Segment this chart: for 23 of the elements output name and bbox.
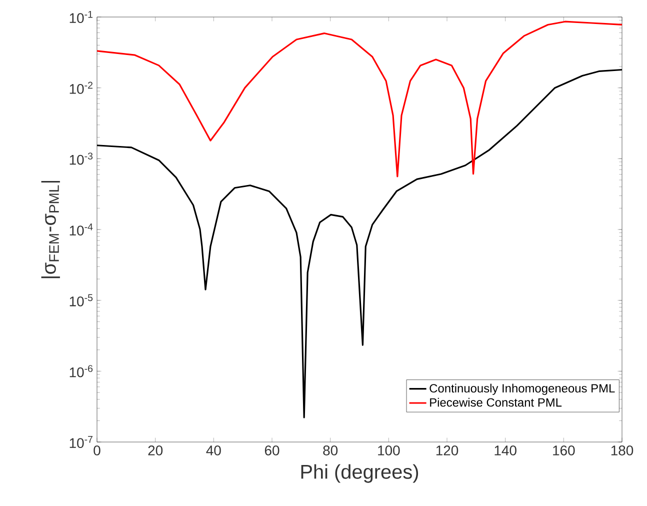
y-tick-label: 10$^{-7}$ [70, 436, 92, 448]
legend-label: Continuously Inhomogeneous PML [430, 384, 615, 395]
x-tick-label: 0 [94, 446, 100, 456]
y-tick-label: 10$^{-3}$ [70, 152, 93, 165]
y-tick-label: 10$^{-2}$ [70, 82, 92, 94]
y-tick-label: 10$^{-4}$ [70, 223, 93, 236]
x-tick-label: 40 [206, 446, 221, 456]
line-series [97, 68, 622, 418]
y-axis-title: |σ$_{FEM}$-σ$_{PML}$| [41, 180, 60, 278]
y-tick-label: 10$^{-5}$ [70, 294, 93, 306]
x-tick-label: 100 [378, 446, 400, 456]
line-series [97, 20, 622, 178]
y-tick-label: 10$^{-1}$ [70, 10, 93, 24]
x-axis-title: Phi (degrees) [301, 464, 418, 483]
y-tick-label: 10$^{-6}$ [70, 365, 93, 378]
x-tick-label: 140 [494, 446, 516, 456]
x-tick-label: 120 [436, 446, 458, 456]
x-tick-label: 60 [264, 446, 280, 456]
x-tick-label: 80 [323, 446, 338, 456]
x-tick-label: 160 [553, 446, 575, 456]
legend-label: Piecewise Constant PML [430, 398, 562, 407]
x-tick-label: 180 [611, 446, 634, 456]
x-tick-label: 20 [148, 446, 163, 456]
